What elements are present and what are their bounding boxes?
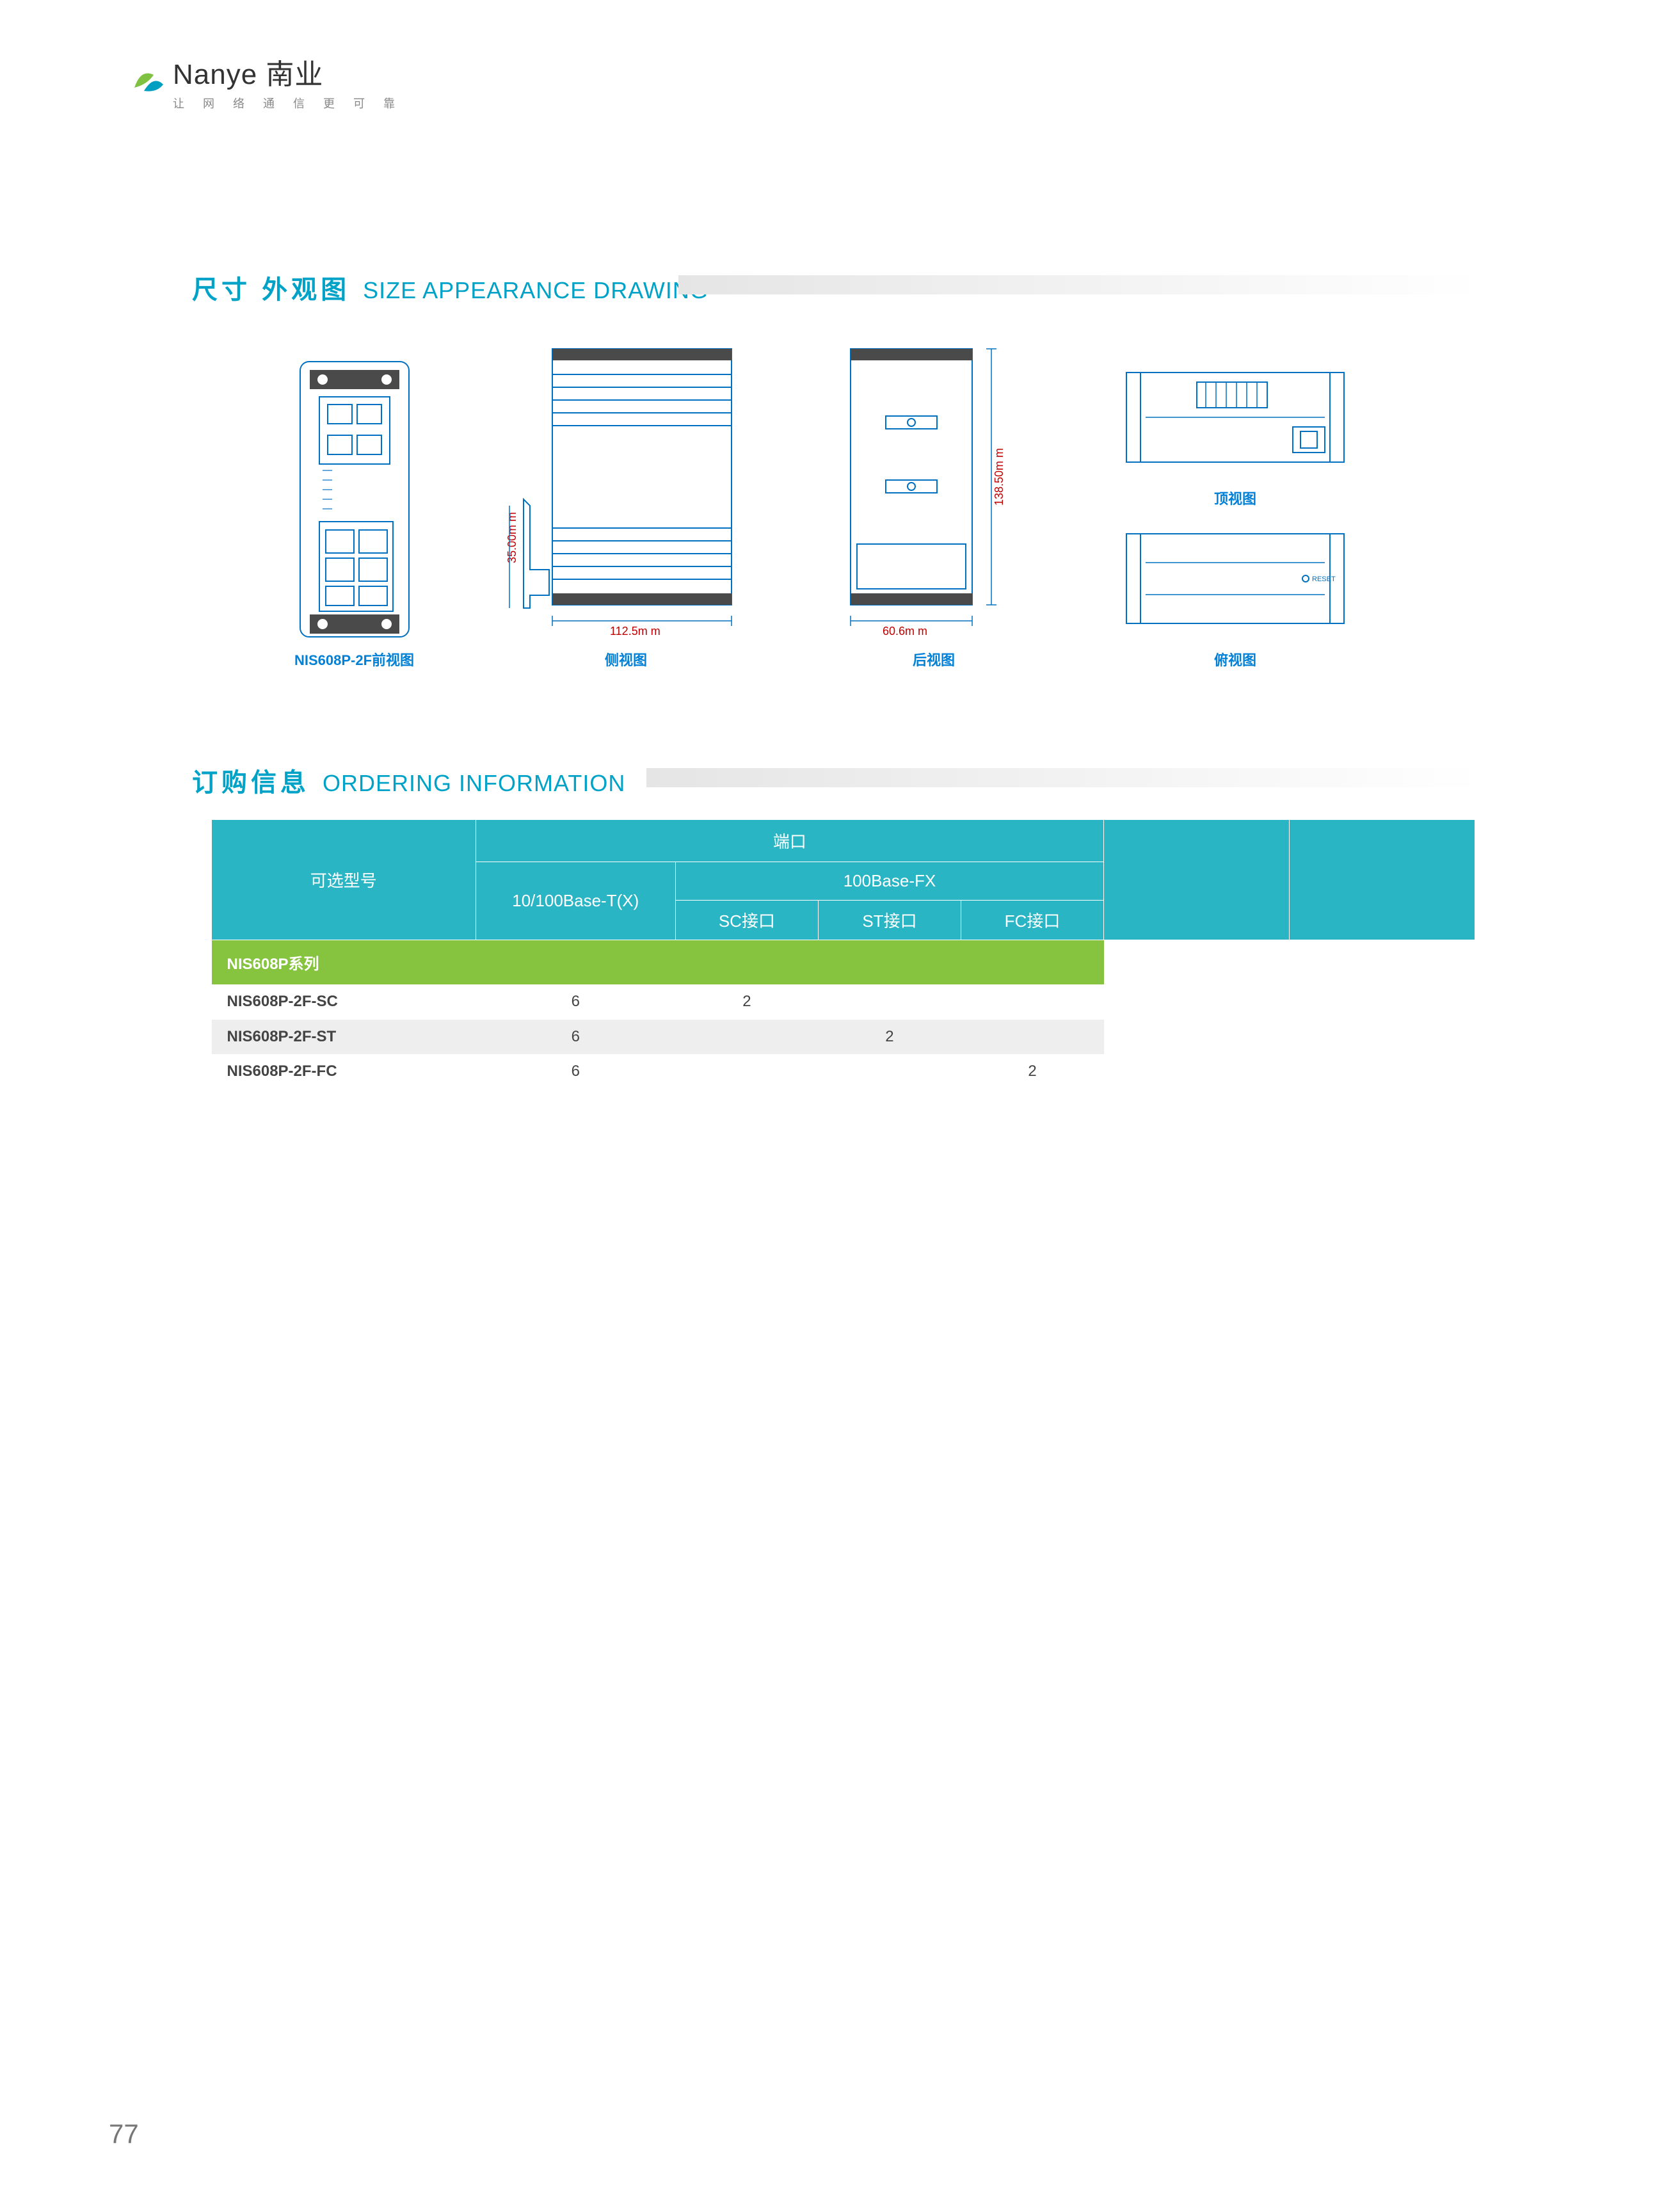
th-blank-2	[1290, 820, 1475, 940]
cell-fc	[961, 1020, 1103, 1054]
rear-view: 60.6m m 138.50m m 后视图	[838, 339, 1030, 670]
cell-sc	[675, 1020, 818, 1054]
th-ports: 端口	[476, 820, 1103, 862]
top-view-svg	[1120, 366, 1350, 469]
dim-rear-h: 138.50m m	[993, 448, 1005, 506]
th-tx: 10/100Base-T(X)	[476, 862, 675, 940]
series-row: NIS608P系列 单模双纤S 多模双纤M 单模单纤SS 公里 2KM 20KM…	[212, 940, 1475, 985]
cell-st	[818, 984, 961, 1019]
ordering-table: 可选型号 端口 10/100Base-T(X) 100Base-FX SC接口 …	[211, 819, 1475, 1089]
distance-cell: 公里 2KM 20KM 40KM 80KM 100KM	[1290, 940, 1475, 1089]
leaf-icon	[128, 62, 166, 100]
fiber-line-2: 单模单纤SS	[1119, 991, 1274, 1014]
section-heading-order: 订购信息 ORDERING INFORMATION	[192, 762, 625, 799]
km-lead: 公里	[1305, 945, 1460, 968]
front-view-svg	[297, 358, 412, 640]
heading-en-2: ORDERING INFORMATION	[323, 770, 625, 797]
side-view: 35.00m m 112.5m m	[504, 339, 748, 670]
top-view-caption: 顶视图	[1214, 488, 1256, 508]
cell-st: 2	[818, 1020, 961, 1054]
cell-tx: 6	[476, 984, 675, 1019]
km-2: 40KM	[1305, 1014, 1460, 1038]
section-heading-size: 尺寸 外观图 SIZE APPEARANCE DRAWING	[192, 269, 708, 306]
dim-side-w: 112.5m m	[610, 625, 660, 637]
side-view-svg: 35.00m m 112.5m m	[504, 339, 748, 640]
logo-brand: Nanye 南业	[173, 51, 403, 92]
svg-text:RESET: RESET	[1312, 575, 1336, 583]
dim-clip: 35.00m m	[506, 512, 518, 563]
cell-model: NIS608P-2F-SC	[212, 984, 476, 1019]
appearance-drawings: NIS608P-2F前视图 35.00m m	[294, 339, 1350, 670]
rear-view-svg: 60.6m m 138.50m m	[838, 339, 1030, 640]
cell-st	[818, 1054, 961, 1089]
heading-cn-2: 订购信息	[192, 762, 310, 799]
series-label: NIS608P系列	[212, 940, 1104, 985]
heading-fade	[678, 275, 1485, 294]
fiber-types-cell: 单模双纤S 多模双纤M 单模单纤SS	[1104, 940, 1290, 1089]
rear-view-caption: 后视图	[913, 649, 955, 670]
th-fx: 100Base-FX	[675, 862, 1103, 901]
cell-model: NIS608P-2F-ST	[212, 1020, 476, 1054]
heading-fade-2	[646, 768, 1485, 787]
heading-en: SIZE APPEARANCE DRAWING	[363, 277, 708, 304]
cell-sc	[675, 1054, 818, 1089]
cell-tx: 6	[476, 1020, 675, 1054]
logo: Nanye 南业 让 网 络 通 信 更 可 靠	[128, 51, 403, 111]
logo-tagline: 让 网 络 通 信 更 可 靠	[173, 95, 403, 111]
km-1: 20KM	[1305, 991, 1460, 1014]
fiber-line-1: 多模双纤M	[1119, 968, 1274, 991]
side-view-caption: 侧视图	[605, 649, 647, 670]
cell-fc	[961, 984, 1103, 1019]
th-sc: SC接口	[675, 901, 818, 940]
heading-cn: 尺寸 外观图	[192, 269, 350, 306]
cell-fc: 2	[961, 1054, 1103, 1089]
front-view: NIS608P-2F前视图	[294, 358, 414, 670]
km-3: 80KM	[1305, 1038, 1460, 1061]
top-bottom-views: 顶视图 RESET 俯视图	[1120, 366, 1350, 670]
km-0: 2KM	[1305, 968, 1460, 991]
th-model: 可选型号	[212, 820, 476, 940]
front-view-caption: NIS608P-2F前视图	[294, 649, 414, 670]
fiber-line-0: 单模双纤S	[1119, 945, 1274, 968]
km-4: 100KM	[1305, 1061, 1460, 1084]
th-st: ST接口	[818, 901, 961, 940]
bottom-view-caption: 俯视图	[1214, 649, 1256, 670]
cell-sc: 2	[675, 984, 818, 1019]
cell-model: NIS608P-2F-FC	[212, 1054, 476, 1089]
dim-rear-w: 60.6m m	[883, 625, 927, 637]
th-blank-1	[1104, 820, 1290, 940]
cell-tx: 6	[476, 1054, 675, 1089]
th-fc: FC接口	[961, 901, 1103, 940]
bottom-view-svg: RESET	[1120, 527, 1350, 630]
page-number: 77	[109, 2119, 139, 2149]
